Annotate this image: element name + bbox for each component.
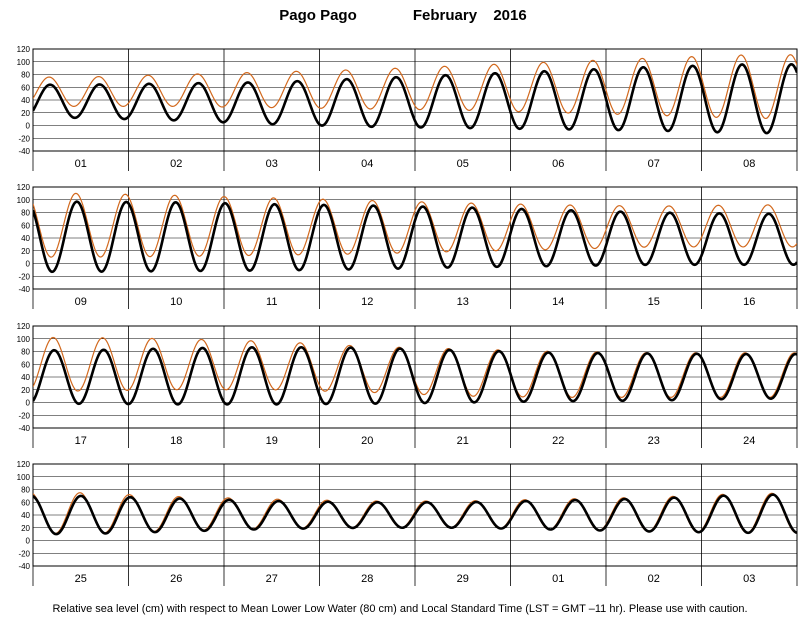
day-label: 19	[266, 435, 278, 447]
chart-panel: 120 100 80 60 40 20 0 -20 -40 09 10 11 12 13 14 15 16	[17, 183, 798, 309]
y-tick-label: -20	[18, 411, 30, 420]
y-tick-label: 40	[21, 511, 30, 520]
y-tick-label: 0	[26, 537, 31, 546]
y-tick-label: 40	[21, 96, 30, 105]
day-label: 26	[170, 573, 182, 585]
y-tick-label: 60	[21, 221, 30, 230]
day-label: 20	[361, 435, 373, 447]
day-label: 07	[648, 158, 660, 170]
predicted-tide-line	[33, 54, 797, 120]
y-tick-label: 40	[21, 234, 30, 243]
y-tick-label: 80	[21, 209, 30, 218]
y-tick-label: 120	[17, 45, 31, 54]
y-tick-label: 0	[26, 260, 31, 269]
day-label: 25	[75, 573, 87, 585]
y-tick-label: 60	[21, 360, 30, 369]
day-label: 18	[170, 435, 182, 447]
day-label: 23	[648, 435, 660, 447]
day-label: 03	[266, 158, 278, 170]
day-label: 02	[170, 158, 182, 170]
y-tick-label: 100	[17, 473, 31, 482]
day-label: 27	[266, 573, 278, 585]
observed-sea-level-line	[33, 493, 797, 536]
title-year: 2016	[493, 7, 526, 24]
day-label: 12	[361, 296, 373, 308]
title-month: February	[413, 7, 478, 24]
observed-sea-level-line	[33, 63, 797, 135]
y-tick-label: 80	[21, 348, 30, 357]
y-tick-label: 80	[21, 71, 30, 80]
day-label: 03	[743, 573, 755, 585]
day-label: 17	[75, 435, 87, 447]
y-tick-label: 80	[21, 486, 30, 495]
y-tick-label: -40	[18, 285, 30, 294]
y-tick-label: 100	[17, 196, 31, 205]
day-label: 28	[361, 573, 373, 585]
y-tick-label: -20	[18, 549, 30, 558]
y-tick-label: 20	[21, 109, 30, 118]
day-label: 16	[743, 296, 755, 308]
y-tick-label: 60	[21, 498, 30, 507]
observed-sea-level-line	[33, 200, 797, 274]
y-tick-label: -40	[18, 562, 30, 571]
y-tick-label: 20	[21, 524, 30, 533]
day-label: 06	[552, 158, 564, 170]
y-tick-label: 100	[17, 335, 31, 344]
y-tick-label: -20	[18, 272, 30, 281]
y-tick-label: 120	[17, 322, 31, 331]
day-label: 21	[457, 435, 469, 447]
footer-note: Relative sea level (cm) with respect to …	[52, 603, 747, 615]
day-label: 09	[75, 296, 87, 308]
day-label: 05	[457, 158, 469, 170]
y-tick-label: 0	[26, 399, 31, 408]
day-label: 14	[552, 296, 564, 308]
day-label: 10	[170, 296, 182, 308]
chart-panel: 120 100 80 60 40 20 0 -20 -40 01 02 03 04 05 06 07 08	[17, 45, 798, 171]
y-tick-label: 120	[17, 460, 31, 469]
predicted-tide-line	[33, 192, 797, 258]
chart-panel: 120 100 80 60 40 20 0 -20 -40 25 26 27 28 29 01 02 03	[17, 460, 798, 586]
y-tick-label: 120	[17, 183, 31, 192]
title-station: Pago Pago	[279, 7, 357, 24]
y-tick-label: 0	[26, 122, 31, 131]
y-tick-label: 60	[21, 83, 30, 92]
day-label: 01	[552, 573, 564, 585]
day-label: 22	[552, 435, 564, 447]
day-label: 24	[743, 435, 755, 447]
day-label: 13	[457, 296, 469, 308]
day-label: 11	[266, 296, 277, 308]
day-label: 29	[457, 573, 469, 585]
y-tick-label: 20	[21, 386, 30, 395]
day-label: 08	[743, 158, 755, 170]
y-tick-label: -20	[18, 134, 30, 143]
day-label: 04	[361, 158, 373, 170]
day-label: 01	[75, 158, 87, 170]
day-label: 02	[648, 573, 660, 585]
y-tick-label: 20	[21, 247, 30, 256]
chart-panel: 120 100 80 60 40 20 0 -20 -40 17 18 19 20 21 22 23 24	[17, 322, 798, 448]
observed-sea-level-line	[33, 345, 797, 406]
y-tick-label: -40	[18, 147, 30, 156]
day-label: 15	[648, 296, 660, 308]
y-tick-label: 100	[17, 58, 31, 67]
y-tick-label: -40	[18, 424, 30, 433]
y-tick-label: 40	[21, 373, 30, 382]
